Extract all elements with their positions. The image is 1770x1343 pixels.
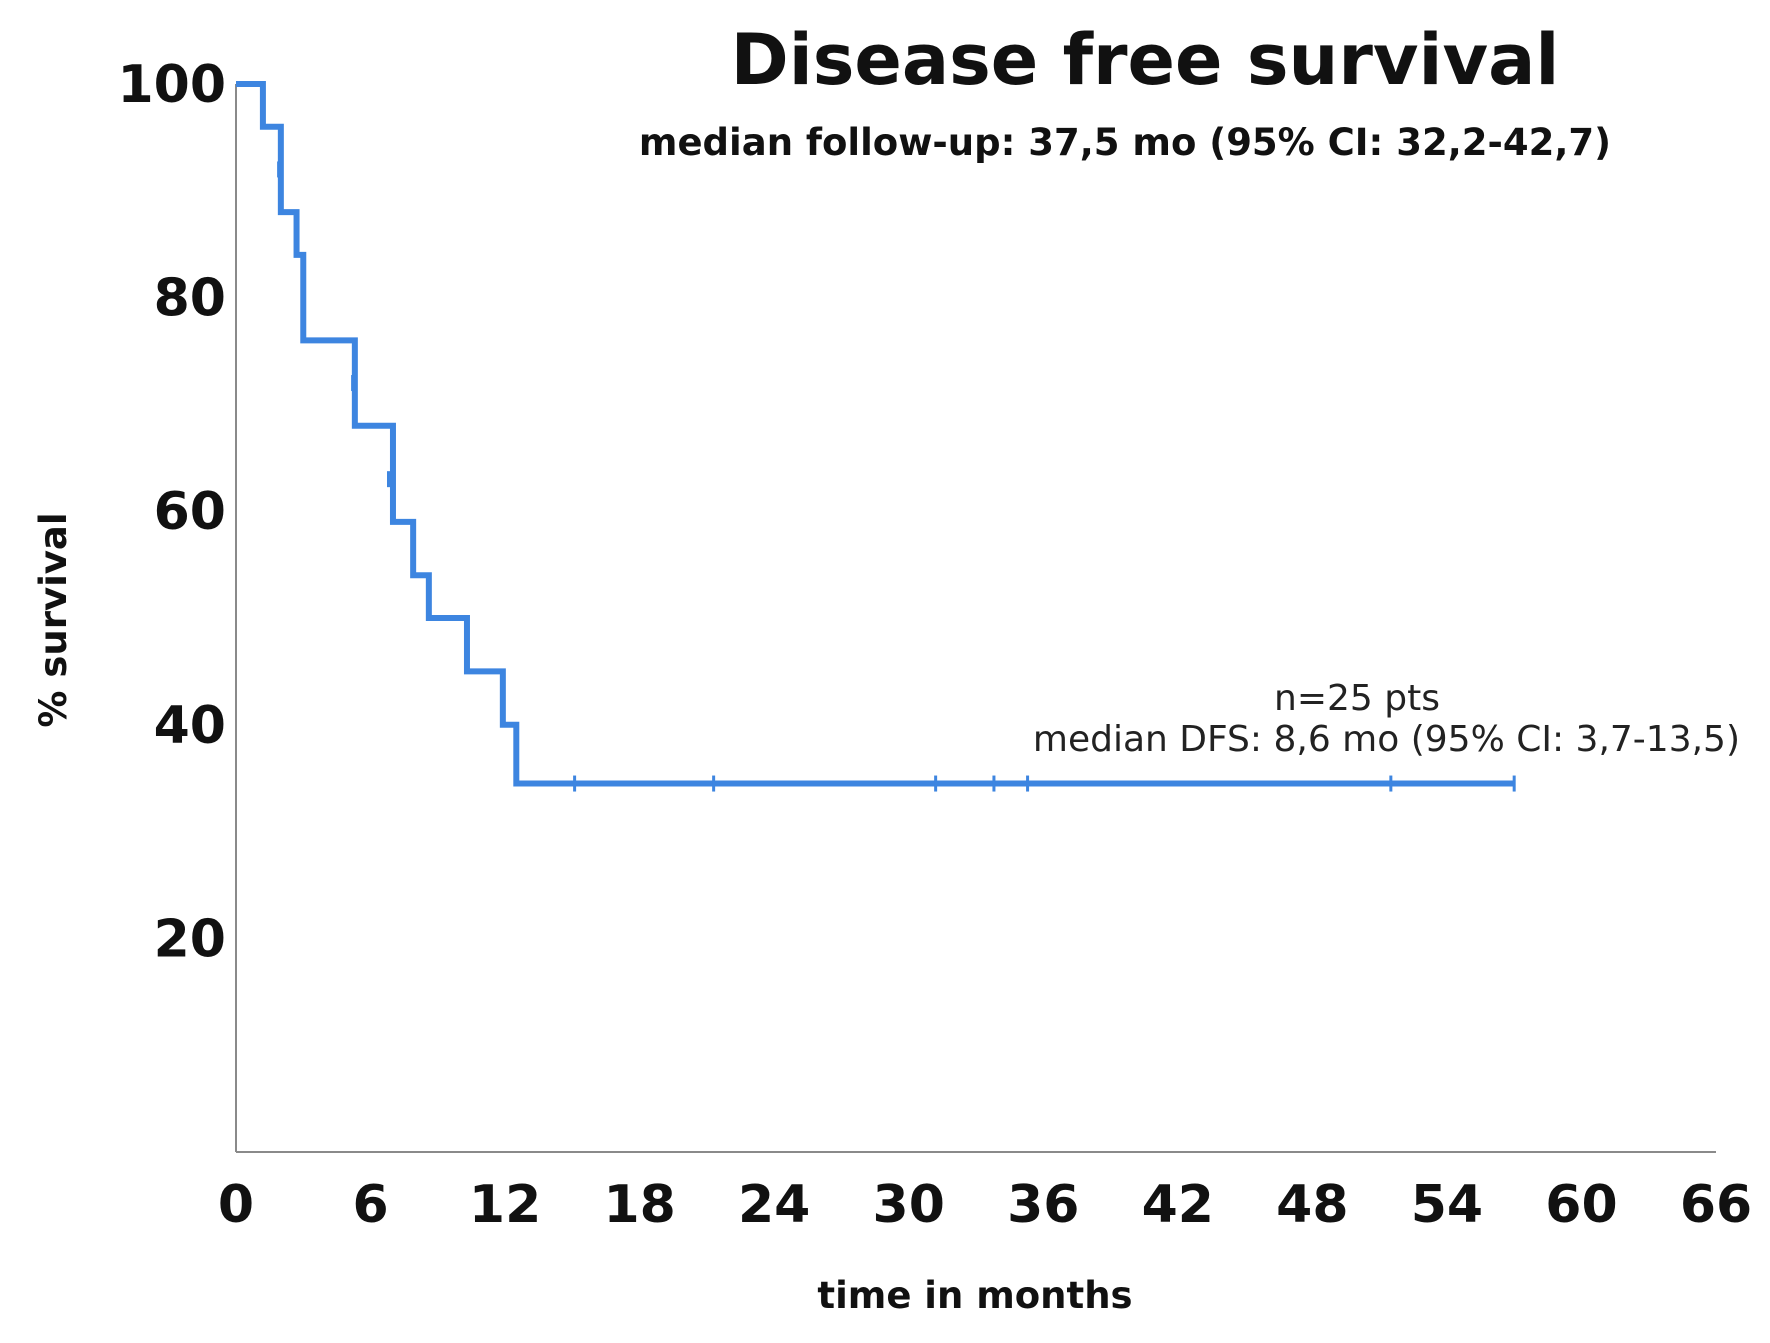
axes	[235, 84, 1716, 1153]
y-tick-label: 20	[154, 909, 226, 969]
x-tick-label: 0	[218, 1175, 254, 1235]
chart-subtitle: median follow-up: 37,5 mo (95% CI: 32,2-…	[639, 121, 1611, 164]
x-tick-label: 30	[873, 1175, 945, 1235]
x-axis-label: time in months	[817, 1274, 1132, 1317]
chart-title: Disease free survival	[731, 19, 1560, 101]
x-tick-label: 48	[1276, 1175, 1348, 1235]
survival-curve	[236, 81, 1515, 787]
x-tick-labels: 0 6 12 18 24 30 36 42 48 54 60 66	[218, 1175, 1752, 1235]
y-tick-label: 100	[117, 55, 226, 115]
y-axis-label: % survival	[32, 512, 75, 727]
annotation-n: n=25 pts	[1274, 678, 1440, 719]
x-tick-label: 54	[1411, 1175, 1483, 1235]
x-tick-label: 60	[1545, 1175, 1617, 1235]
x-tick-label: 36	[1007, 1175, 1079, 1235]
x-tick-label: 6	[352, 1175, 388, 1235]
x-tick-label: 18	[603, 1175, 675, 1235]
y-tick-label: 40	[154, 696, 226, 756]
series-group	[236, 81, 1516, 792]
y-tick-label: 60	[154, 482, 226, 542]
annotation-median-dfs: median DFS: 8,6 mo (95% CI: 3,7-13,5)	[1033, 719, 1740, 760]
y-tick-labels: 100 80 60 40 20	[117, 55, 226, 969]
y-tick-label: 80	[154, 269, 226, 329]
x-tick-label: 24	[738, 1175, 810, 1235]
x-tick-label: 66	[1680, 1175, 1752, 1235]
x-tick-label: 12	[469, 1175, 541, 1235]
x-tick-label: 42	[1142, 1175, 1214, 1235]
